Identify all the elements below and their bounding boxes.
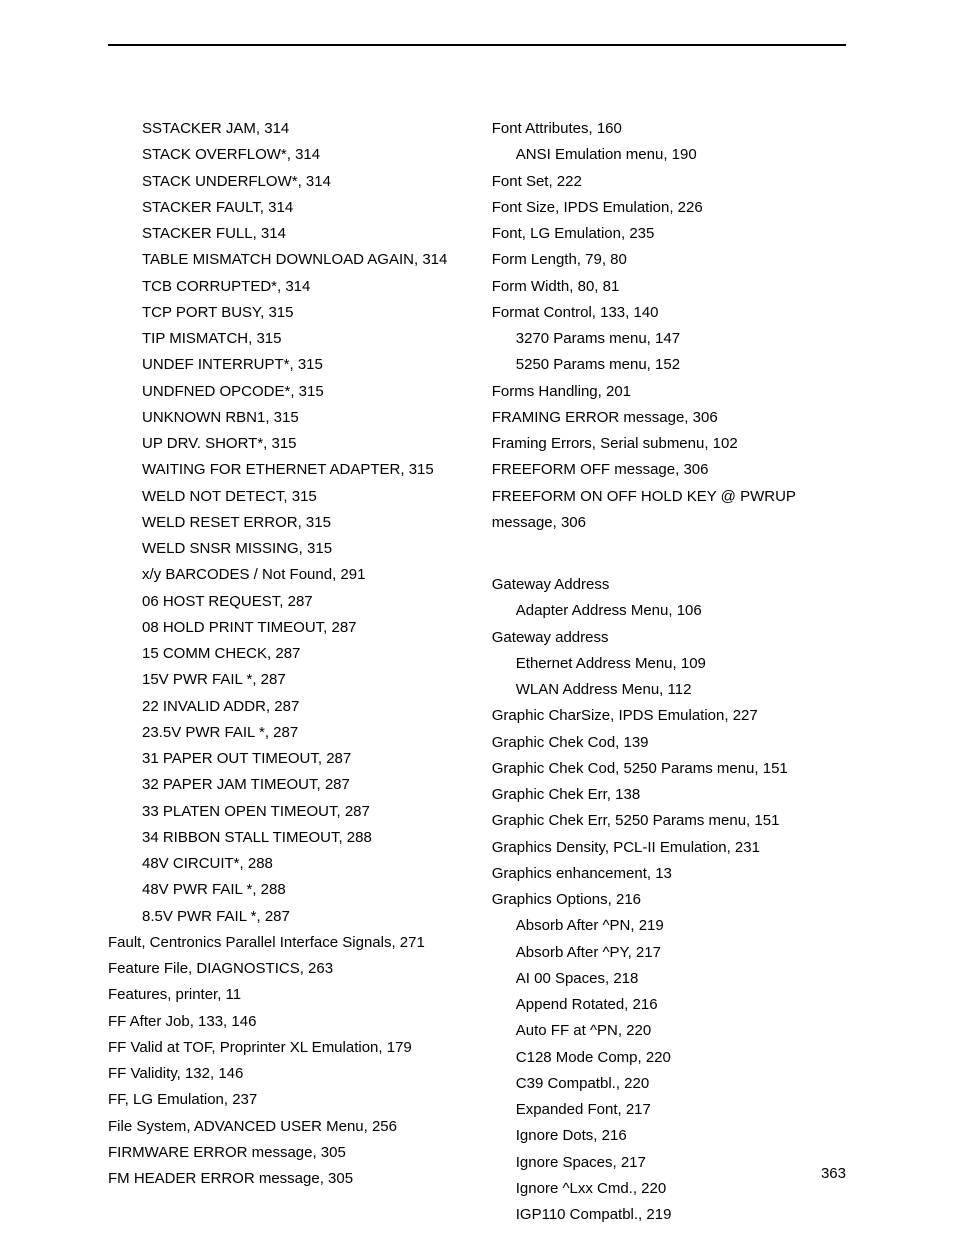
index-entry: 22 INVALID ADDR, 287 <box>142 694 462 720</box>
index-entry: WLAN Address Menu, 112 <box>492 677 846 703</box>
header-rule <box>108 44 846 46</box>
index-entry: SSTACKER JAM, 314 <box>142 116 462 142</box>
index-entry: Form Width, 80, 81 <box>492 274 846 300</box>
index-entry: Absorb After ^PN, 219 <box>492 913 846 939</box>
index-entry: IGP110 Compatbl., 219 <box>492 1202 846 1228</box>
index-entry: Features, printer, 11 <box>108 982 462 1008</box>
index-entry: Graphic Chek Cod, 5250 Params menu, 151 <box>492 756 846 782</box>
index-entry: 8.5V PWR FAIL *, 287 <box>142 904 462 930</box>
index-entry: Font Attributes, 160 <box>492 116 846 142</box>
index-entry: Font Size, IPDS Emulation, 226 <box>492 195 846 221</box>
index-entry: Append Rotated, 216 <box>492 992 846 1018</box>
index-entry: 15V PWR FAIL *, 287 <box>142 667 462 693</box>
index-entry: 31 PAPER OUT TIMEOUT, 287 <box>142 746 462 772</box>
index-entry: Graphics Options, 216 <box>492 887 846 913</box>
index-entry: 3270 Params menu, 147 <box>492 326 846 352</box>
index-entry: C39 Compatbl., 220 <box>492 1071 846 1097</box>
index-entry: STACK UNDERFLOW*, 314 <box>142 169 462 195</box>
index-entry: Auto FF at ^PN, 220 <box>492 1018 846 1044</box>
index-entry: 15 COMM CHECK, 287 <box>142 641 462 667</box>
index-entry: ANSI Emulation menu, 190 <box>492 142 846 168</box>
index-entry: FM HEADER ERROR message, 305 <box>108 1166 462 1192</box>
index-entry: Graphic CharSize, IPDS Emulation, 227 <box>492 703 846 729</box>
index-entry: 34 RIBBON STALL TIMEOUT, 288 <box>142 825 462 851</box>
index-entry: UNDFNED OPCODE*, 315 <box>142 379 462 405</box>
index-entry: 23.5V PWR FAIL *, 287 <box>142 720 462 746</box>
index-entry: FREEFORM ON OFF HOLD KEY @ PWRUP message… <box>492 484 846 537</box>
index-entry: UNKNOWN RBN1, 315 <box>142 405 462 431</box>
index-entry: 5250 Params menu, 152 <box>492 352 846 378</box>
index-entry: File System, ADVANCED USER Menu, 256 <box>108 1114 462 1140</box>
index-entry: Format Control, 133, 140 <box>492 300 846 326</box>
index-entry: Ignore Dots, 216 <box>492 1123 846 1149</box>
index-entry: Graphic Chek Cod, 139 <box>492 730 846 756</box>
index-entry: 06 HOST REQUEST, 287 <box>142 589 462 615</box>
index-entry: 32 PAPER JAM TIMEOUT, 287 <box>142 772 462 798</box>
index-entry: Font, LG Emulation, 235 <box>492 221 846 247</box>
right-section-f: Font Attributes, 160ANSI Emulation menu,… <box>492 116 846 536</box>
index-entry: FRAMING ERROR message, 306 <box>492 405 846 431</box>
index-entry: 08 HOLD PRINT TIMEOUT, 287 <box>142 615 462 641</box>
index-entry: TIP MISMATCH, 315 <box>142 326 462 352</box>
index-entry: Graphics enhancement, 13 <box>492 861 846 887</box>
index-entry: FIRMWARE ERROR message, 305 <box>108 1140 462 1166</box>
index-entry: Ignore Spaces, 217 <box>492 1150 846 1176</box>
index-entry: Gateway Address <box>492 572 846 598</box>
index-entry: STACKER FULL, 314 <box>142 221 462 247</box>
index-entry: Graphics Density, PCL-II Emulation, 231 <box>492 835 846 861</box>
index-entry: TCB CORRUPTED*, 314 <box>142 274 462 300</box>
index-entry: FREEFORM OFF message, 306 <box>492 457 846 483</box>
index-entry: 48V PWR FAIL *, 288 <box>142 877 462 903</box>
left-column: SSTACKER JAM, 314STACK OVERFLOW*, 314STA… <box>108 116 462 1228</box>
index-entry: Gateway address <box>492 625 846 651</box>
index-entry: WELD RESET ERROR, 315 <box>142 510 462 536</box>
index-entry: TCP PORT BUSY, 315 <box>142 300 462 326</box>
index-entry: Adapter Address Menu, 106 <box>492 598 846 624</box>
index-entry: Ignore ^Lxx Cmd., 220 <box>492 1176 846 1202</box>
index-entry: 48V CIRCUIT*, 288 <box>142 851 462 877</box>
right-section-g: Gateway AddressAdapter Address Menu, 106… <box>492 572 846 1228</box>
index-entry: UNDEF INTERRUPT*, 315 <box>142 352 462 378</box>
index-entry: Graphic Chek Err, 5250 Params menu, 151 <box>492 808 846 834</box>
index-entry: UP DRV. SHORT*, 315 <box>142 431 462 457</box>
index-entry: Absorb After ^PY, 217 <box>492 940 846 966</box>
index-entry: Forms Handling, 201 <box>492 379 846 405</box>
index-content: SSTACKER JAM, 314STACK OVERFLOW*, 314STA… <box>108 116 846 1228</box>
index-entry: Form Length, 79, 80 <box>492 247 846 273</box>
index-entry: FF, LG Emulation, 237 <box>108 1087 462 1113</box>
right-column: Font Attributes, 160ANSI Emulation menu,… <box>492 116 846 1228</box>
index-entry: Expanded Font, 217 <box>492 1097 846 1123</box>
index-entry: TABLE MISMATCH DOWNLOAD AGAIN, 314 <box>142 247 462 273</box>
index-entry: WELD NOT DETECT, 315 <box>142 484 462 510</box>
index-entry: Feature File, DIAGNOSTICS, 263 <box>108 956 462 982</box>
index-entry: WELD SNSR MISSING, 315 <box>142 536 462 562</box>
index-entry: WAITING FOR ETHERNET ADAPTER, 315 <box>142 457 462 483</box>
index-entry: Font Set, 222 <box>492 169 846 195</box>
index-entry: C128 Mode Comp, 220 <box>492 1045 846 1071</box>
index-entry: Graphic Chek Err, 138 <box>492 782 846 808</box>
index-entry: Ethernet Address Menu, 109 <box>492 651 846 677</box>
index-entry: x/y BARCODES / Not Found, 291 <box>142 562 462 588</box>
page-number: 363 <box>821 1161 846 1187</box>
index-entry: FF Valid at TOF, Proprinter XL Emulation… <box>108 1035 462 1061</box>
index-entry: 33 PLATEN OPEN TIMEOUT, 287 <box>142 799 462 825</box>
index-entry: STACKER FAULT, 314 <box>142 195 462 221</box>
index-entry: Fault, Centronics Parallel Interface Sig… <box>108 930 462 956</box>
index-entry: STACK OVERFLOW*, 314 <box>142 142 462 168</box>
index-entry: Framing Errors, Serial submenu, 102 <box>492 431 846 457</box>
index-entry: FF After Job, 133, 146 <box>108 1009 462 1035</box>
index-entry: FF Validity, 132, 146 <box>108 1061 462 1087</box>
index-entry: AI 00 Spaces, 218 <box>492 966 846 992</box>
